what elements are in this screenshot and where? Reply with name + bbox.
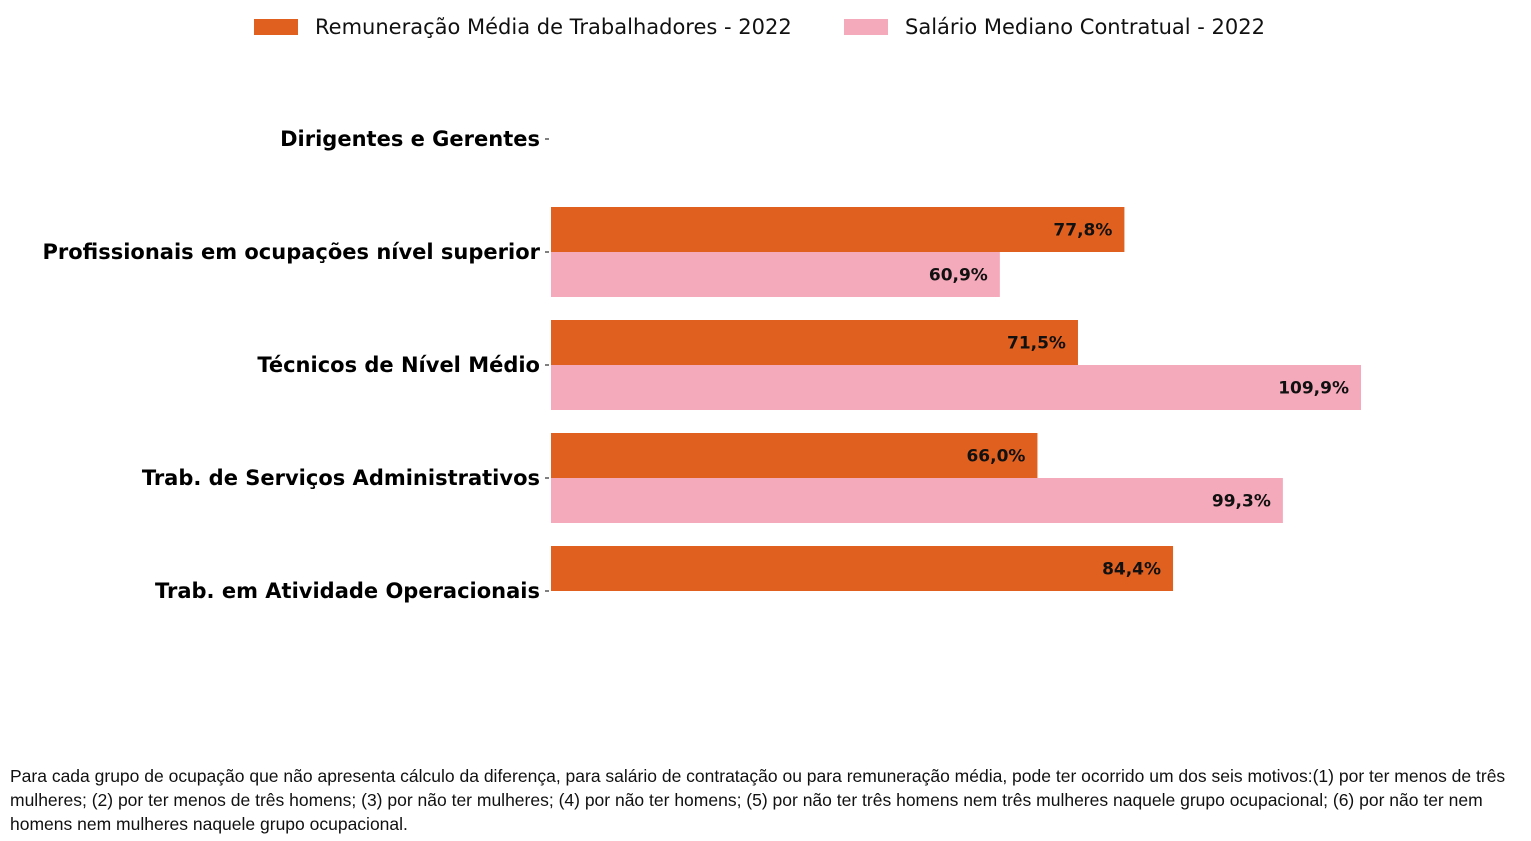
footnote: Para cada grupo de ocupação que não apre… xyxy=(10,766,1506,834)
legend-swatch-2 xyxy=(844,19,888,35)
category-label: Profissionais em ocupações nível superio… xyxy=(42,240,540,264)
bar-remuneracao xyxy=(551,207,1125,252)
bar-value-label: 99,3% xyxy=(1212,492,1271,512)
bar-value-label: 77,8% xyxy=(1053,221,1112,241)
bar-remuneracao xyxy=(551,546,1174,591)
legend-label-1: Remuneração Média de Trabalhadores - 202… xyxy=(315,15,792,39)
y-axis: Dirigentes e Gerentes Profissionais em oc… xyxy=(42,127,549,603)
bar-salario xyxy=(551,478,1283,523)
legend-label-2: Salário Mediano Contratual - 2022 xyxy=(905,15,1265,39)
bars-group xyxy=(551,207,1361,591)
legend-swatch-1 xyxy=(254,19,298,35)
category-label: Dirigentes e Gerentes xyxy=(280,127,540,151)
bar-value-label: 71,5% xyxy=(1007,334,1066,354)
bar-value-label: 66,0% xyxy=(966,447,1025,467)
bar-remuneracao xyxy=(551,320,1078,365)
bar-salario xyxy=(551,252,1000,297)
bar-value-label: 84,4% xyxy=(1102,560,1161,580)
bar-salario xyxy=(551,365,1361,410)
chart-legend: Remuneração Média de Trabalhadores - 202… xyxy=(254,15,1265,39)
category-label: Técnicos de Nível Médio xyxy=(257,353,540,377)
value-labels-group: 77,8% 71,5% 66,0% 84,4% 60,9% 109,9% 99,3% xyxy=(929,221,1349,580)
category-label: Trab. em Atividade Operacionais xyxy=(155,579,540,603)
bar-value-label: 109,9% xyxy=(1278,379,1349,399)
bar-value-label: 60,9% xyxy=(929,266,988,286)
bar-remuneracao xyxy=(551,433,1038,478)
category-label: Trab. de Serviços Administrativos xyxy=(142,466,540,490)
